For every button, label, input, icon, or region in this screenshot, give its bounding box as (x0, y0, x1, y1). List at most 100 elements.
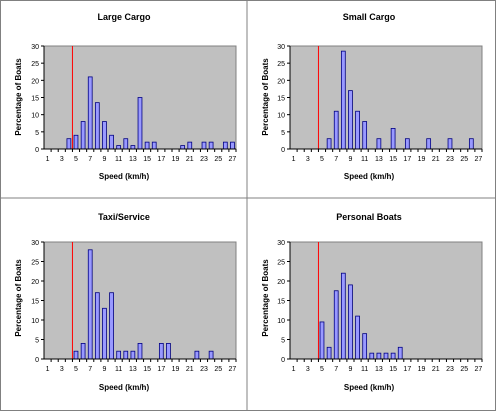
bar (194, 350, 200, 360)
x-tick-label: 1 (46, 366, 50, 373)
x-tick-label: 5 (74, 366, 78, 373)
bar (468, 138, 474, 150)
bar (362, 333, 368, 360)
x-tick-label: 17 (157, 366, 165, 373)
x-tick-label: 21 (432, 366, 440, 373)
y-tick-label: 15 (31, 299, 39, 306)
y-tick-label: 20 (31, 78, 39, 85)
x-tick-label: 5 (320, 366, 324, 373)
x-tick-label: 9 (348, 366, 352, 373)
bar (116, 350, 122, 360)
y-tick-label: 30 (31, 240, 39, 247)
y-tick-label: 15 (277, 96, 285, 103)
x-tick-label: 1 (292, 366, 296, 373)
x-tick-label: 7 (334, 156, 338, 163)
bar (383, 352, 389, 360)
bar (326, 138, 332, 150)
y-axis-label: Percentage of Boats (14, 259, 23, 337)
x-tick-label: 23 (446, 156, 454, 163)
bar (397, 346, 403, 360)
bar (66, 138, 72, 150)
chart-title: Large Cargo (97, 12, 151, 22)
bar (333, 110, 339, 150)
bar (80, 121, 86, 150)
bar (87, 249, 93, 360)
y-tick-label: 5 (35, 338, 39, 345)
bar (73, 350, 79, 360)
bar (348, 90, 353, 150)
bar (116, 145, 122, 150)
bar (355, 315, 360, 360)
bar (130, 350, 136, 360)
x-tick-label: 3 (306, 366, 310, 373)
x-axis-label: Speed (km/h) (99, 383, 150, 392)
bar (447, 138, 453, 150)
x-tick-label: 15 (389, 156, 397, 163)
x-tick-label: 21 (186, 156, 194, 163)
bar (166, 342, 171, 360)
x-tick-label: 27 (475, 366, 483, 373)
y-tick-label: 30 (31, 44, 39, 51)
x-tick-label: 23 (200, 366, 208, 373)
x-tick-label: 9 (102, 156, 106, 163)
bar (208, 141, 214, 150)
x-tick-label: 17 (157, 156, 165, 163)
chart-title: Personal Boats (336, 212, 402, 222)
bar (208, 350, 214, 360)
x-tick-label: 3 (60, 366, 64, 373)
y-tick-label: 5 (281, 338, 285, 345)
bar (426, 138, 432, 150)
y-tick-label: 10 (31, 113, 39, 120)
bar (123, 138, 129, 150)
y-tick-label: 5 (281, 130, 285, 137)
x-tick-label: 21 (186, 366, 194, 373)
x-axis-label: Speed (km/h) (99, 172, 150, 181)
x-tick-label: 3 (60, 156, 64, 163)
bar (355, 110, 360, 150)
y-tick-label: 10 (31, 318, 39, 325)
x-tick-label: 9 (348, 156, 352, 163)
y-tick-label: 25 (31, 61, 39, 68)
bar (326, 346, 332, 360)
y-axis-label: Percentage of Boats (261, 58, 270, 136)
bar (137, 342, 143, 360)
y-tick-label: 20 (277, 279, 285, 286)
x-tick-label: 25 (460, 366, 468, 373)
y-tick-label: 0 (35, 147, 39, 154)
y-tick-label: 30 (277, 44, 285, 51)
x-tick-label: 23 (446, 366, 454, 373)
bar (333, 290, 339, 360)
x-tick-label: 9 (102, 366, 106, 373)
y-tick-label: 15 (277, 299, 285, 306)
x-tick-label: 17 (403, 156, 411, 163)
bar (123, 350, 129, 360)
bar (369, 352, 375, 360)
x-tick-label: 13 (129, 366, 137, 373)
bar (102, 307, 107, 360)
x-tick-label: 11 (361, 366, 368, 373)
y-tick-label: 25 (277, 61, 285, 68)
bar (376, 138, 382, 150)
x-tick-label: 25 (214, 366, 222, 373)
chart-panel-taxi-service: Taxi/Service Speed (km/h) Percentage of … (14, 212, 237, 392)
x-tick-label: 23 (200, 156, 208, 163)
plot-background (43, 241, 237, 360)
bar (130, 145, 136, 150)
y-tick-label: 5 (35, 130, 39, 137)
bar (187, 141, 193, 150)
y-tick-label: 20 (31, 279, 39, 286)
bar (109, 134, 114, 150)
bar (230, 141, 235, 150)
y-tick-label: 10 (277, 113, 285, 120)
bar (102, 121, 107, 150)
bar (151, 141, 157, 150)
x-tick-label: 25 (214, 156, 222, 163)
x-tick-label: 7 (334, 366, 338, 373)
bar (80, 342, 86, 360)
x-tick-label: 19 (172, 156, 180, 163)
x-tick-label: 11 (115, 366, 122, 373)
